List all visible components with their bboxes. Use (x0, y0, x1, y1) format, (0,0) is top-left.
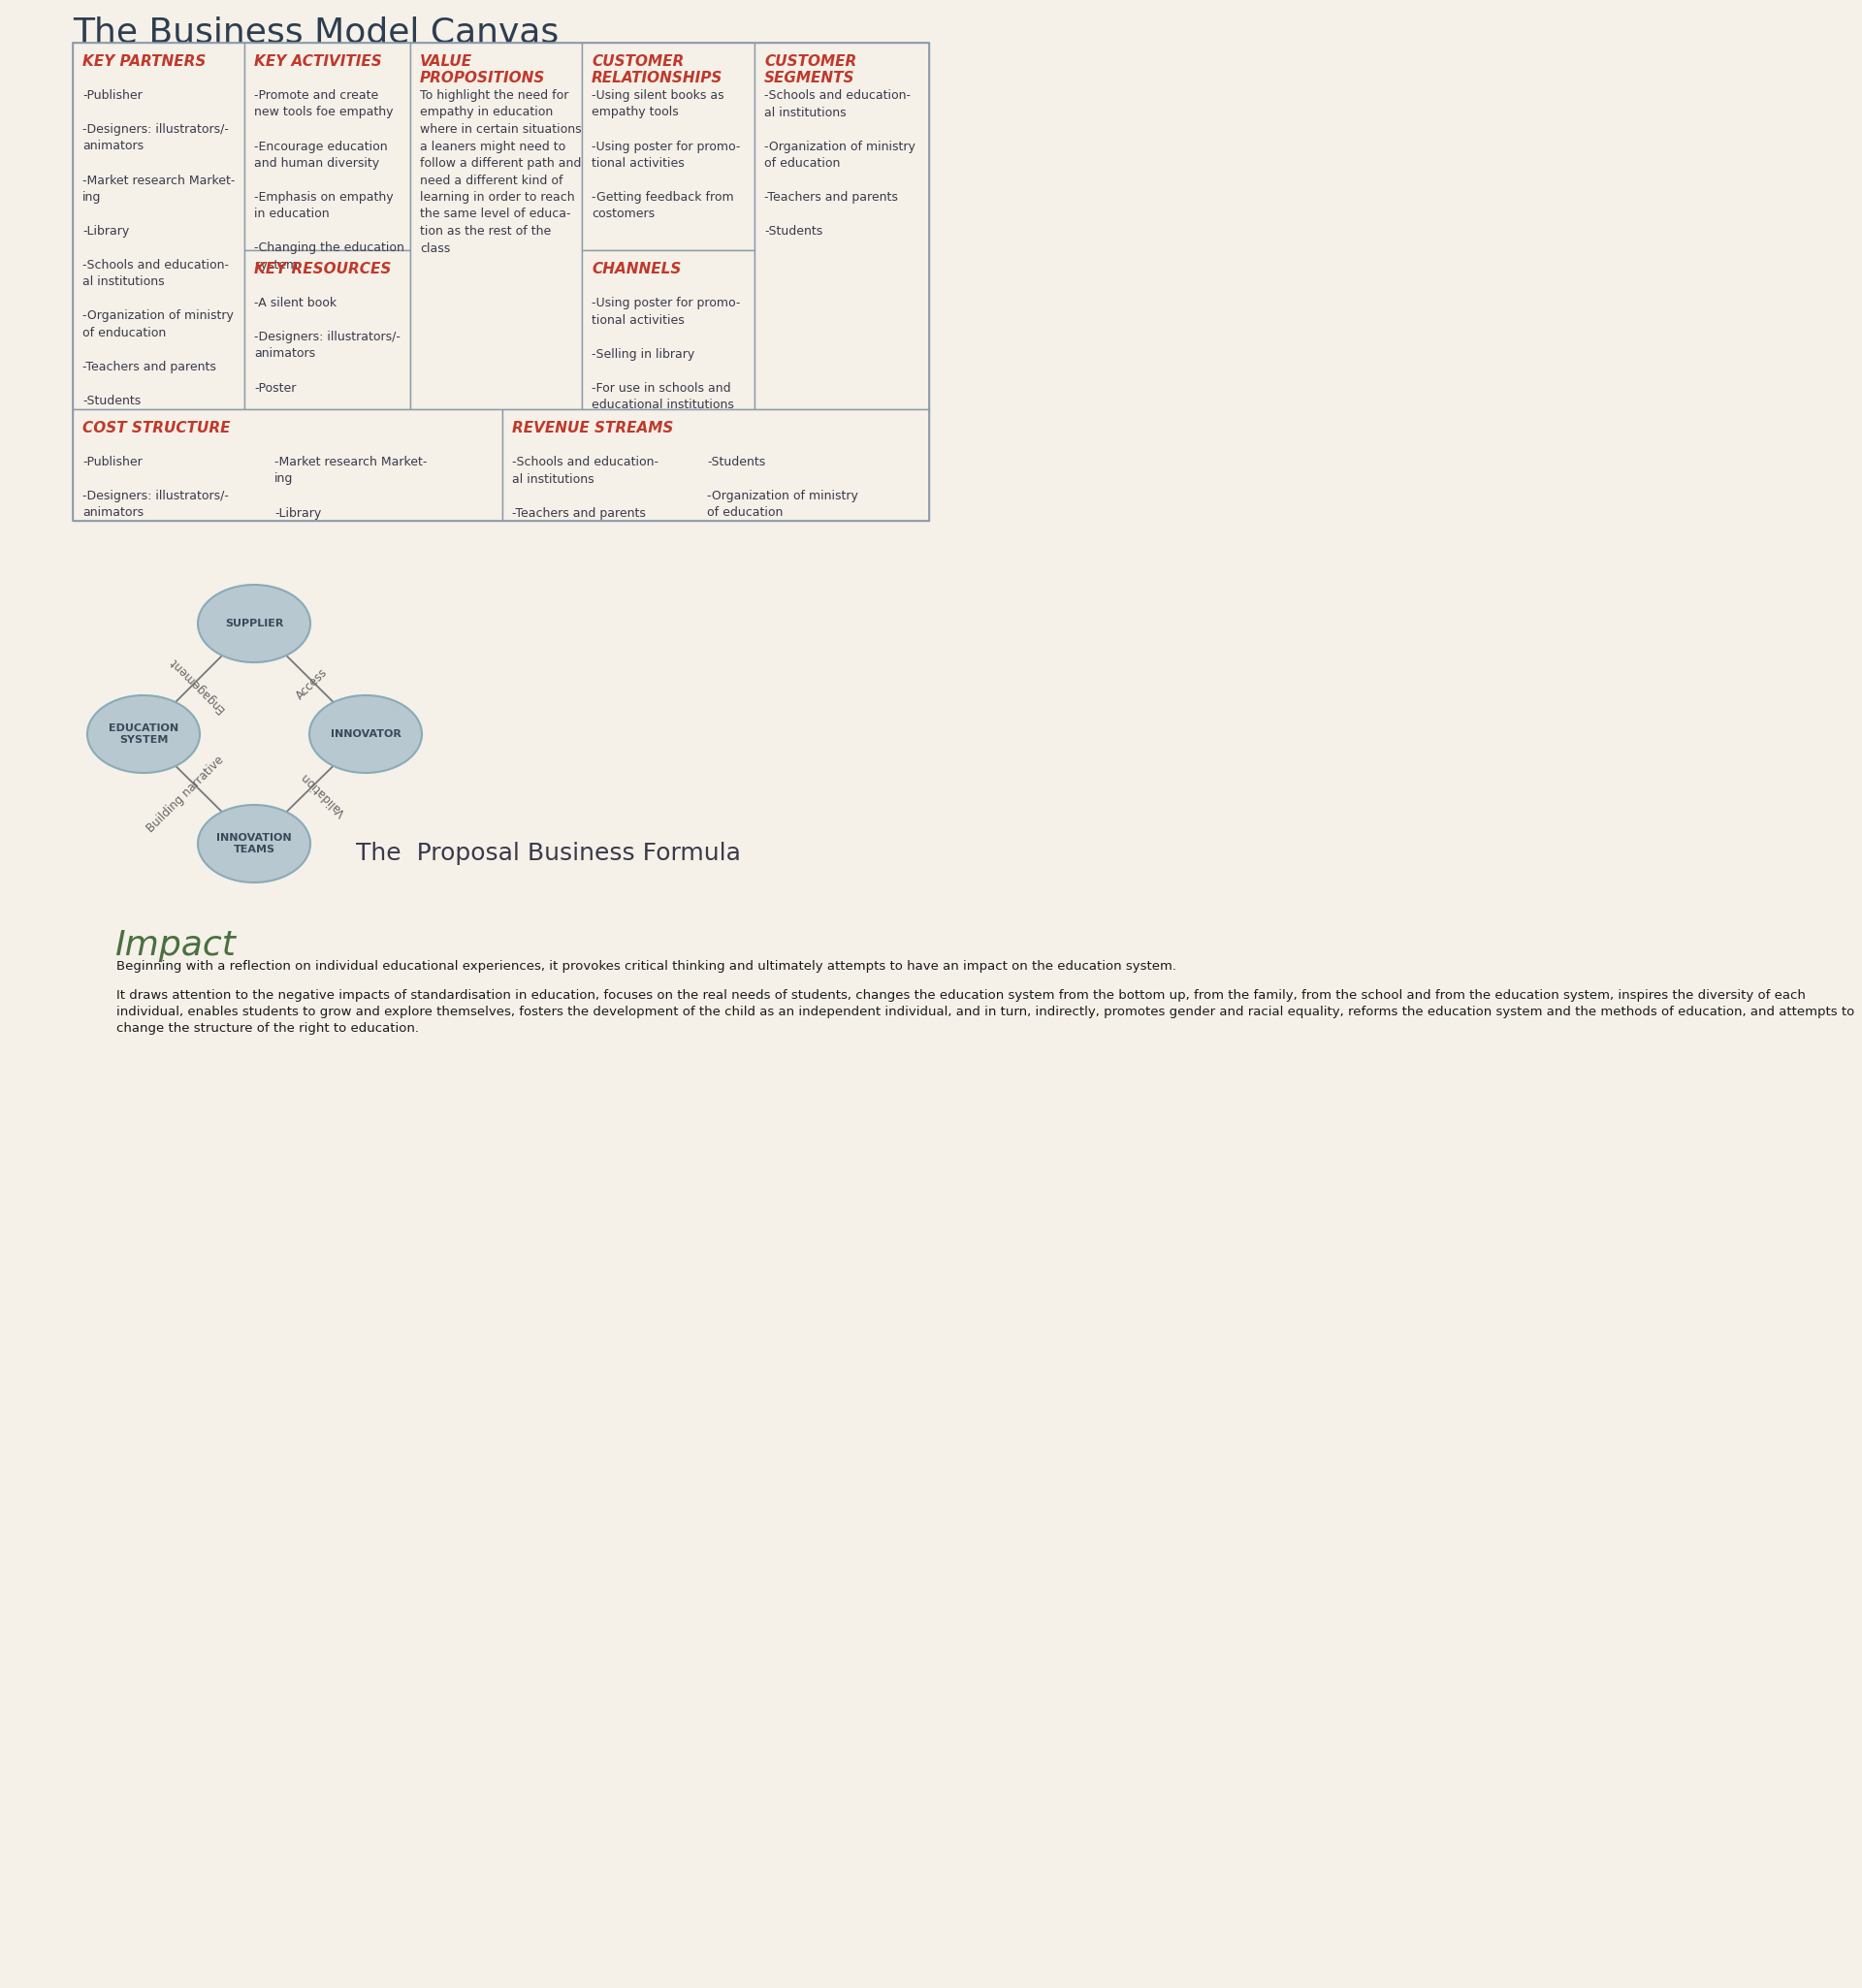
Text: The Business Model Canvas: The Business Model Canvas (73, 16, 559, 48)
Bar (581, 42, 754, 250)
Text: CHANNELS: CHANNELS (592, 262, 681, 276)
Bar (244, 250, 410, 410)
Text: Engagement: Engagement (166, 654, 227, 714)
Bar (73, 42, 244, 410)
Text: SUPPLIER: SUPPLIER (225, 618, 283, 628)
Text: Validation: Validation (298, 769, 348, 819)
Text: CUSTOMER
SEGMENTS: CUSTOMER SEGMENTS (763, 54, 857, 85)
Text: EDUCATION
SYSTEM: EDUCATION SYSTEM (108, 724, 179, 746)
Bar (73, 42, 929, 521)
Text: -Schools and education-
al institutions

-Teachers and parents: -Schools and education- al institutions … (512, 455, 659, 519)
Text: To highlight the need for
empathy in education
where in certain situations
a lea: To highlight the need for empathy in edu… (421, 89, 581, 254)
Ellipse shape (88, 696, 199, 773)
Text: -Students

-Organization of ministry
of education: -Students -Organization of ministry of e… (708, 455, 858, 519)
Text: KEY ACTIVITIES: KEY ACTIVITIES (253, 54, 382, 70)
Bar (754, 42, 929, 410)
Bar (410, 42, 581, 410)
Bar (503, 410, 929, 521)
Text: -Publisher

-Designers: illustrators/-
animators

-Market research Market-
ing

: -Publisher -Designers: illustrators/- an… (82, 89, 235, 408)
Text: The  Proposal Business Formula: The Proposal Business Formula (356, 841, 741, 865)
Text: Impact: Impact (114, 928, 235, 962)
Text: Access: Access (294, 666, 330, 702)
Ellipse shape (309, 696, 423, 773)
Ellipse shape (197, 584, 311, 662)
Bar (581, 250, 754, 410)
Text: KEY RESOURCES: KEY RESOURCES (253, 262, 391, 276)
Text: INNOVATION
TEAMS: INNOVATION TEAMS (216, 833, 292, 855)
Ellipse shape (197, 805, 311, 883)
Text: KEY PARTNERS: KEY PARTNERS (82, 54, 207, 70)
Text: VALUE
PROPOSITIONS: VALUE PROPOSITIONS (421, 54, 546, 85)
Bar (244, 42, 410, 250)
Text: -Schools and education-
al institutions

-Organization of ministry
of education
: -Schools and education- al institutions … (763, 89, 916, 239)
Text: COST STRUCTURE: COST STRUCTURE (82, 421, 231, 435)
Text: -A silent book

-Designers: illustrators/-
animators

-Poster: -A silent book -Designers: illustrators/… (253, 296, 400, 394)
Text: INNOVATOR: INNOVATOR (330, 730, 400, 740)
Text: REVENUE STREAMS: REVENUE STREAMS (512, 421, 674, 435)
Text: Beginning with a reflection on individual educational experiences, it provokes c: Beginning with a reflection on individua… (115, 960, 1177, 972)
Text: Building narrative: Building narrative (145, 753, 227, 835)
Text: -Promote and create
new tools foe empathy

-Encourage education
and human divers: -Promote and create new tools foe empath… (253, 89, 404, 272)
Bar (73, 410, 503, 521)
Text: CUSTOMER
RELATIONSHIPS: CUSTOMER RELATIONSHIPS (592, 54, 722, 85)
Text: -Publisher

-Designers: illustrators/-
animators: -Publisher -Designers: illustrators/- an… (82, 455, 229, 519)
Text: It draws attention to the negative impacts of standardisation in education, focu: It draws attention to the negative impac… (115, 990, 1855, 1034)
Text: -Using silent books as
empathy tools

-Using poster for promo-
tional activities: -Using silent books as empathy tools -Us… (592, 89, 741, 221)
Text: -Using poster for promo-
tional activities

-Selling in library

-For use in sch: -Using poster for promo- tional activiti… (592, 296, 741, 412)
Text: -Market research Market-
ing

-Library: -Market research Market- ing -Library (276, 455, 426, 519)
